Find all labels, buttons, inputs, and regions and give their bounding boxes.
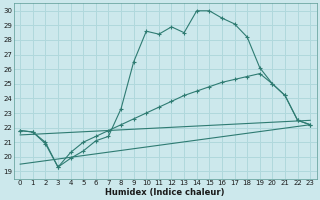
X-axis label: Humidex (Indice chaleur): Humidex (Indice chaleur) [106, 188, 225, 197]
